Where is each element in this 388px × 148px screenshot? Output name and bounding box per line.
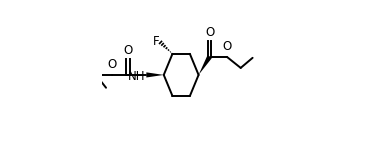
Text: O: O xyxy=(124,44,133,57)
Text: O: O xyxy=(222,40,232,53)
Polygon shape xyxy=(199,56,212,75)
Text: O: O xyxy=(107,58,116,71)
Polygon shape xyxy=(146,72,164,78)
Text: NH: NH xyxy=(127,70,145,83)
Text: O: O xyxy=(205,26,215,39)
Text: F: F xyxy=(153,35,159,48)
